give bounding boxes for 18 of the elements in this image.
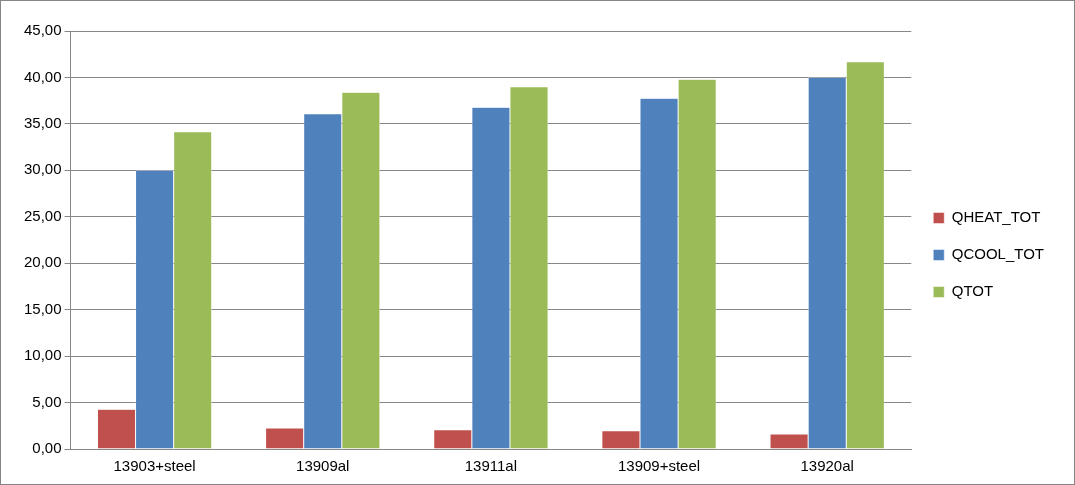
legend-label: QCOOL_TOT (951, 245, 1045, 263)
y-tick-label: 20,00 (23, 253, 62, 271)
y-tick-label: 10,00 (23, 346, 62, 364)
y-tick-label: 15,00 (23, 299, 62, 317)
y-tick-label: 5,00 (32, 392, 62, 410)
y-tick-label: 25,00 (23, 206, 62, 224)
y-tick-label: 40,00 (23, 67, 62, 85)
x-tick-label: 13909+steel (617, 457, 701, 475)
x-tick-label: 13903+steel (113, 457, 196, 475)
x-tick-label: 13911al (464, 457, 518, 475)
legend-label: QHEAT_TOT (951, 208, 1041, 226)
x-tick-label: 13920al (800, 457, 854, 475)
y-tick-label: 0,00 (32, 439, 62, 457)
x-tick-label: 13909al (296, 457, 350, 475)
y-tick-label: 45,00 (23, 21, 62, 39)
y-tick-label: 35,00 (23, 114, 62, 132)
legend-label: QTOT (951, 282, 994, 300)
y-tick-label: 30,00 (23, 160, 62, 178)
